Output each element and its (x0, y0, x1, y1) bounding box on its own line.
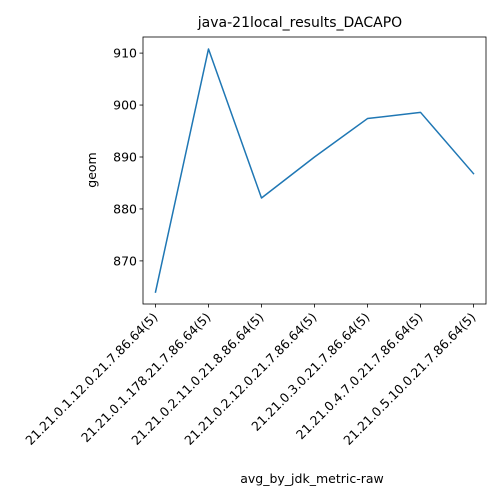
y-tick-label: 890 (113, 149, 137, 164)
series-line-0 (154, 48, 475, 293)
data-point (366, 117, 368, 119)
data-point (472, 172, 474, 174)
data-point (207, 48, 209, 50)
plot-frame (142, 36, 487, 305)
y-tick-label: 910 (113, 46, 137, 61)
data-point (419, 111, 421, 113)
y-tick-label: 870 (113, 253, 137, 268)
y-axis-label: geom (84, 152, 99, 187)
data-point (154, 291, 156, 293)
y-tick-label: 900 (113, 98, 137, 113)
data-point (260, 197, 262, 199)
plot-area: 87088089090091021.21.0.1.12.0.21.7.86.64… (22, 36, 487, 448)
y-tick-label: 880 (113, 201, 137, 216)
x-axis-label: avg_by_jdk_metric-raw (240, 471, 384, 486)
chart-title: java-21local_results_DACAPO (197, 15, 402, 31)
data-point (313, 156, 315, 158)
